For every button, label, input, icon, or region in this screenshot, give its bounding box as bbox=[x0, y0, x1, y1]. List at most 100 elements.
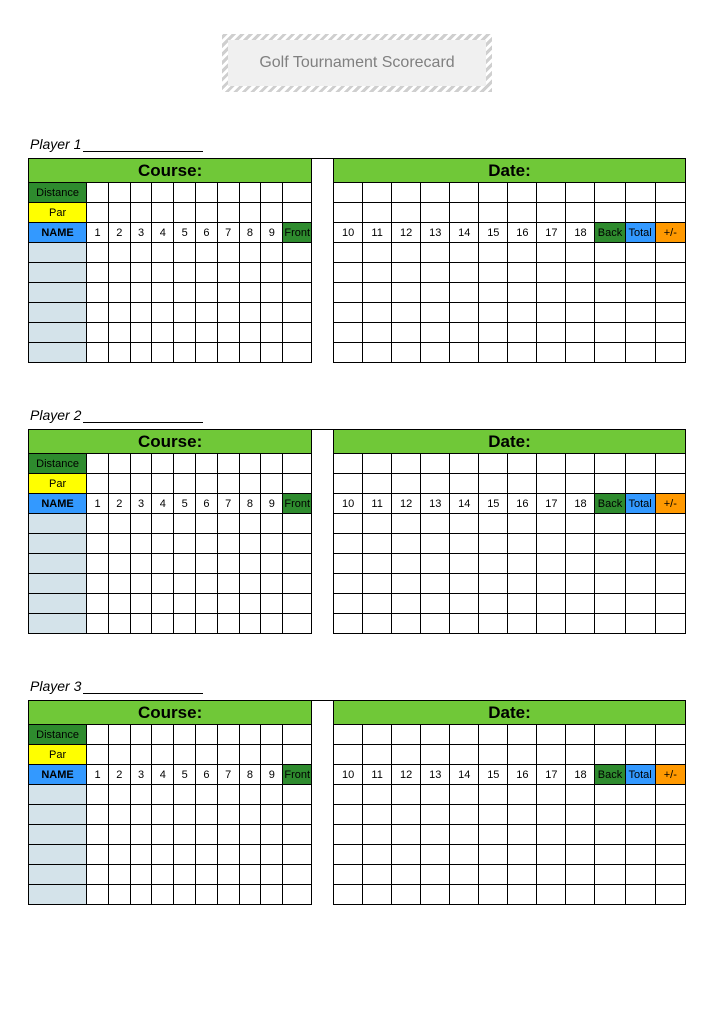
score-cell bbox=[87, 263, 109, 283]
date-header: Date: bbox=[334, 430, 686, 454]
score-cell bbox=[392, 594, 421, 614]
cell bbox=[421, 454, 450, 474]
hole-number: 13 bbox=[421, 765, 450, 785]
score-cell bbox=[239, 614, 261, 634]
hole-number: 5 bbox=[174, 765, 196, 785]
score-cell bbox=[595, 885, 625, 905]
score-cell bbox=[450, 243, 479, 263]
player-name-cell bbox=[29, 343, 87, 363]
cell bbox=[283, 203, 312, 223]
score-cell bbox=[625, 243, 655, 263]
score-cell bbox=[566, 303, 595, 323]
cell bbox=[479, 454, 508, 474]
cell bbox=[421, 183, 450, 203]
score-cell bbox=[537, 825, 566, 845]
score-cell bbox=[421, 303, 450, 323]
par-label: Par bbox=[29, 745, 87, 765]
gap-cell bbox=[312, 745, 334, 765]
score-cell bbox=[174, 614, 196, 634]
distance-label: Distance bbox=[29, 183, 87, 203]
hole-number: 7 bbox=[217, 223, 239, 243]
cell bbox=[450, 454, 479, 474]
cell bbox=[108, 725, 130, 745]
score-cell bbox=[566, 785, 595, 805]
score-cell bbox=[108, 323, 130, 343]
score-cell bbox=[108, 243, 130, 263]
name-header: NAME bbox=[29, 765, 87, 785]
score-cell bbox=[566, 323, 595, 343]
score-cell bbox=[87, 574, 109, 594]
score-cell bbox=[152, 243, 174, 263]
score-cell bbox=[625, 323, 655, 343]
cell bbox=[566, 203, 595, 223]
score-cell bbox=[655, 514, 685, 534]
score-cell bbox=[261, 534, 283, 554]
score-cell bbox=[392, 283, 421, 303]
score-cell bbox=[450, 574, 479, 594]
cell bbox=[130, 725, 152, 745]
gap-cell bbox=[312, 454, 334, 474]
player-name-cell bbox=[29, 825, 87, 845]
cell bbox=[283, 474, 312, 494]
score-cell bbox=[625, 785, 655, 805]
score-cell bbox=[479, 263, 508, 283]
course-header: Course: bbox=[29, 430, 312, 454]
score-cell bbox=[196, 805, 218, 825]
score-cell bbox=[152, 534, 174, 554]
score-cell bbox=[261, 614, 283, 634]
score-cell bbox=[508, 785, 537, 805]
gap-cell bbox=[312, 725, 334, 745]
score-cell bbox=[174, 574, 196, 594]
cell bbox=[508, 474, 537, 494]
cell bbox=[566, 474, 595, 494]
gap-cell bbox=[312, 243, 334, 263]
score-cell bbox=[421, 845, 450, 865]
cell bbox=[655, 725, 685, 745]
table-row bbox=[29, 885, 686, 905]
cell bbox=[655, 203, 685, 223]
score-cell bbox=[537, 885, 566, 905]
score-cell bbox=[261, 885, 283, 905]
score-cell bbox=[152, 514, 174, 534]
cell bbox=[595, 183, 625, 203]
score-cell bbox=[87, 614, 109, 634]
score-cell bbox=[87, 825, 109, 845]
score-cell bbox=[421, 594, 450, 614]
cell bbox=[239, 745, 261, 765]
front-label: Front bbox=[283, 765, 312, 785]
cell bbox=[595, 725, 625, 745]
score-cell bbox=[566, 865, 595, 885]
score-cell bbox=[130, 243, 152, 263]
scorecard-table: Course:Date:DistanceParNAME123456789Fron… bbox=[28, 429, 686, 634]
cell bbox=[87, 745, 109, 765]
score-cell bbox=[363, 323, 392, 343]
score-cell bbox=[655, 574, 685, 594]
player-name-cell bbox=[29, 805, 87, 825]
cell bbox=[595, 454, 625, 474]
score-cell bbox=[450, 785, 479, 805]
table-row bbox=[29, 343, 686, 363]
score-cell bbox=[239, 303, 261, 323]
score-cell bbox=[566, 343, 595, 363]
score-cell bbox=[130, 845, 152, 865]
score-cell bbox=[508, 263, 537, 283]
score-cell bbox=[239, 283, 261, 303]
score-cell bbox=[595, 825, 625, 845]
cell bbox=[334, 474, 363, 494]
gap-cell bbox=[312, 701, 334, 725]
score-cell bbox=[108, 303, 130, 323]
cell bbox=[625, 454, 655, 474]
score-cell bbox=[508, 514, 537, 534]
cell bbox=[283, 725, 312, 745]
cell bbox=[508, 203, 537, 223]
score-cell bbox=[334, 594, 363, 614]
score-cell bbox=[152, 614, 174, 634]
score-cell bbox=[174, 785, 196, 805]
score-cell bbox=[152, 343, 174, 363]
cell bbox=[625, 474, 655, 494]
score-cell bbox=[508, 594, 537, 614]
cell bbox=[450, 745, 479, 765]
cell bbox=[421, 203, 450, 223]
score-cell bbox=[239, 825, 261, 845]
player-label: Player 3 bbox=[30, 678, 686, 694]
